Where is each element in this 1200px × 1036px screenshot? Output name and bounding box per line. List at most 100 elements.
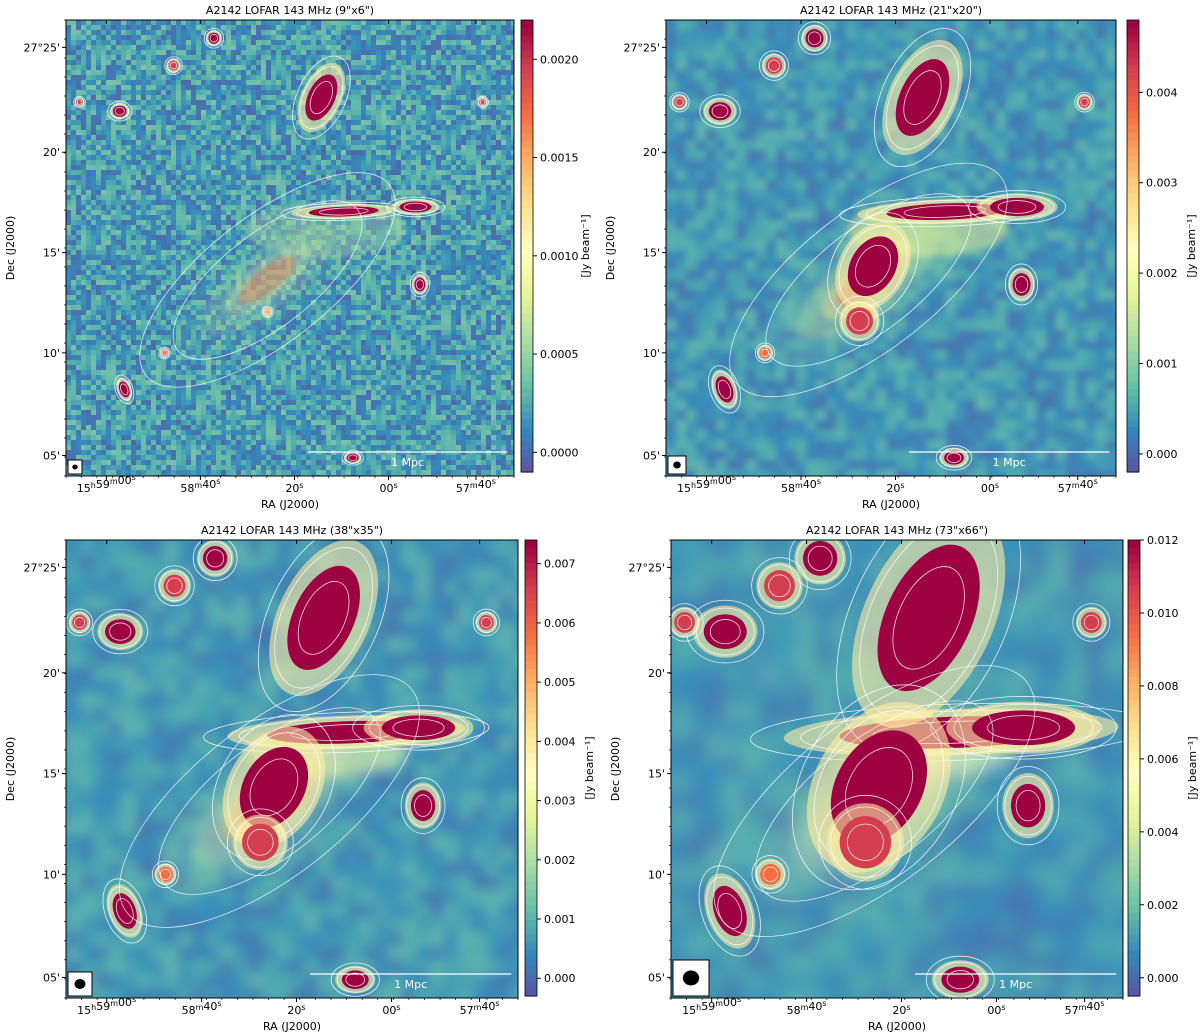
noise-pixel	[471, 205, 476, 210]
noise-pixel	[161, 50, 166, 55]
noise-pixel	[121, 120, 126, 125]
noise-pixel	[216, 175, 221, 180]
noise-pixel	[506, 140, 511, 145]
noise-pixel	[236, 85, 241, 90]
noise-pixel	[511, 200, 514, 205]
noise-pixel	[371, 110, 376, 115]
noise-pixel	[226, 95, 231, 100]
noise-pixel	[111, 235, 116, 240]
noise-pixel	[291, 30, 296, 35]
noise-pixel	[391, 250, 396, 255]
noise-pixel	[316, 55, 321, 60]
noise-pixel	[451, 145, 456, 150]
noise-pixel	[91, 105, 96, 110]
noise-pixel	[91, 260, 96, 265]
noise-pixel	[461, 30, 466, 35]
noise-pixel	[436, 45, 441, 50]
noise-pixel	[451, 165, 456, 170]
noise-pixel	[436, 125, 441, 130]
noise-pixel	[476, 135, 481, 140]
noise-pixel	[456, 90, 461, 95]
noise-pixel	[76, 115, 81, 120]
noise-pixel	[436, 215, 441, 220]
noise-pixel	[501, 35, 506, 40]
noise-pixel	[406, 250, 411, 255]
noise-pixel	[346, 100, 351, 105]
noise-pixel	[481, 115, 486, 120]
noise-pixel	[191, 60, 196, 65]
noise-pixel	[131, 255, 136, 260]
noise-pixel	[376, 165, 381, 170]
noise-pixel	[376, 285, 381, 290]
noise-pixel	[486, 150, 491, 155]
noise-pixel	[411, 265, 416, 270]
noise-pixel	[191, 190, 196, 195]
noise-pixel	[226, 200, 231, 205]
noise-pixel	[96, 285, 101, 290]
noise-pixel	[186, 285, 191, 290]
noise-pixel	[386, 275, 391, 280]
noise-pixel	[421, 165, 426, 170]
noise-pixel	[486, 25, 491, 30]
noise-pixel	[266, 45, 271, 50]
noise-pixel	[201, 255, 206, 260]
noise-pixel	[261, 195, 266, 200]
noise-pixel	[71, 130, 76, 135]
noise-pixel	[331, 170, 336, 175]
noise-pixel	[501, 75, 506, 80]
noise-pixel	[201, 40, 206, 45]
noise-pixel	[231, 65, 236, 70]
noise-pixel	[246, 185, 251, 190]
noise-pixel	[116, 70, 121, 75]
noise-pixel	[366, 120, 371, 125]
noise-pixel	[271, 95, 276, 100]
noise-pixel	[71, 60, 76, 65]
noise-pixel	[226, 25, 231, 30]
noise-pixel	[431, 175, 436, 180]
noise-pixel	[461, 275, 466, 280]
noise-pixel	[346, 40, 351, 45]
noise-pixel	[146, 220, 151, 225]
noise-pixel	[431, 45, 436, 50]
noise-pixel	[331, 145, 336, 150]
noise-pixel	[371, 115, 376, 120]
noise-pixel	[156, 160, 161, 165]
noise-pixel	[321, 20, 326, 25]
noise-pixel	[241, 180, 246, 185]
noise-pixel	[446, 20, 451, 25]
noise-pixel	[261, 100, 266, 105]
noise-pixel	[196, 175, 201, 180]
noise-pixel	[111, 135, 116, 140]
noise-pixel	[406, 35, 411, 40]
noise-pixel	[71, 145, 76, 150]
noise-pixel	[421, 245, 426, 250]
noise-pixel	[376, 185, 381, 190]
noise-pixel	[471, 195, 476, 200]
noise-pixel	[376, 25, 381, 30]
noise-pixel	[326, 25, 331, 30]
noise-pixel	[411, 250, 416, 255]
noise-pixel	[456, 210, 461, 215]
noise-pixel	[351, 160, 356, 165]
noise-pixel	[231, 120, 236, 125]
noise-pixel	[481, 230, 486, 235]
noise-pixel	[166, 80, 171, 85]
noise-pixel	[231, 220, 236, 225]
noise-pixel	[491, 160, 496, 165]
noise-pixel	[471, 100, 476, 105]
noise-pixel	[261, 55, 266, 60]
noise-pixel	[341, 130, 346, 135]
noise-pixel	[506, 235, 511, 240]
noise-pixel	[426, 65, 431, 70]
noise-pixel	[461, 225, 466, 230]
noise-pixel	[161, 260, 166, 265]
noise-pixel	[246, 95, 251, 100]
noise-pixel	[476, 125, 481, 130]
noise-pixel	[161, 70, 166, 75]
noise-pixel	[216, 210, 221, 215]
noise-pixel	[226, 120, 231, 125]
noise-pixel	[226, 170, 231, 175]
noise-pixel	[126, 270, 131, 275]
noise-pixel	[71, 295, 76, 300]
noise-pixel	[496, 185, 501, 190]
